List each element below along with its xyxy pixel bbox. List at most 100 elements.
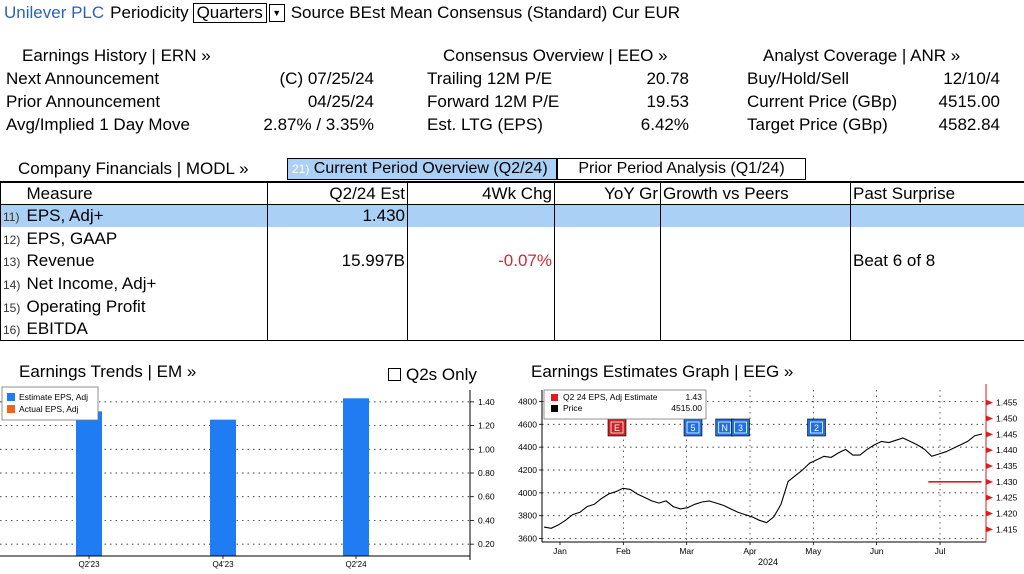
cell-yoy	[554, 204, 661, 228]
chevron-down-icon[interactable]: ▼	[268, 4, 285, 22]
row-value: 4515.00	[938, 92, 1000, 111]
company-name[interactable]: Unilever PLC	[4, 3, 105, 22]
q2s-only-checkbox[interactable]: Q2s Only	[388, 365, 477, 385]
right-tick-label: 1.440	[996, 445, 1018, 455]
tab-number: 21)	[292, 162, 310, 176]
table-row[interactable]: 16) EBITDA	[0, 318, 1024, 342]
cell-chg	[407, 204, 555, 228]
consensus-title[interactable]: Consensus Overview | EEO »	[443, 46, 668, 65]
cell-surprise: Beat 6 of 8	[850, 250, 1024, 273]
row-label: Forward 12M P/E	[427, 92, 560, 111]
cell-chg	[407, 227, 555, 251]
checkbox-icon[interactable]	[388, 368, 401, 381]
event-marker[interactable]: N	[715, 418, 734, 437]
y-tick-label: 4000	[518, 488, 537, 498]
y-tick-label: 1.00	[478, 444, 495, 454]
right-tick-marker	[986, 447, 993, 454]
event-marker[interactable]: 3	[731, 418, 750, 437]
cell-est	[267, 272, 408, 296]
cell-surprise	[850, 227, 1024, 251]
x-tick-label: Q4'23	[212, 560, 234, 569]
y-tick-label: 1.40	[478, 397, 495, 407]
right-tick-label: 1.420	[996, 509, 1018, 519]
x-tick-label: Mar	[679, 546, 694, 556]
event-box	[807, 418, 826, 437]
y-tick-label: 1.20	[478, 421, 495, 431]
x-tick-label: Q2'24	[345, 560, 367, 569]
cell-surprise	[850, 204, 1024, 228]
event-box	[731, 418, 750, 437]
row-label: Buy/Hold/Sell	[747, 69, 850, 88]
right-tick-label: 1.435	[996, 461, 1018, 471]
analyst-panel: Buy/Hold/Sell 12/10/4 Current Price (GBp…	[747, 67, 1000, 136]
row-label: Avg/Implied 1 Day Move	[6, 115, 190, 134]
cell-measure[interactable]: Operating Profit	[24, 295, 268, 319]
earnings-history-title[interactable]: Earnings History | ERN »	[22, 46, 211, 65]
cell-measure[interactable]: Net Income, Adj+	[24, 272, 268, 296]
cell-yoy	[554, 250, 661, 273]
y-tick-label: 3800	[518, 511, 537, 521]
tab-prior-period[interactable]: Prior Period Analysis (Q1/24)	[557, 158, 806, 180]
bar	[76, 411, 102, 556]
row-number: 11)	[3, 210, 20, 225]
cell-est	[267, 227, 408, 251]
right-tick-marker	[986, 399, 993, 406]
row-value: 2.87% / 3.35%	[263, 115, 374, 134]
cell-measure[interactable]: EBITDA	[24, 318, 268, 342]
list-item: Avg/Implied 1 Day Move 2.87% / 3.35%	[6, 113, 374, 136]
table-row[interactable]: 13) Revenue 15.997B -0.07% Beat 6 of 8	[0, 250, 1024, 273]
table-row[interactable]: 15) Operating Profit	[0, 295, 1024, 319]
right-tick-label: 1.450	[996, 414, 1018, 424]
cell-measure[interactable]: Revenue	[24, 250, 268, 273]
row-value: (C) 07/25/24	[279, 69, 375, 88]
analyst-title[interactable]: Analyst Coverage | ANR »	[763, 46, 961, 65]
row-label: Next Announcement	[6, 69, 160, 88]
y-tick-label: 4400	[518, 442, 537, 452]
earnings-estimates-title[interactable]: Earnings Estimates Graph | EEG »	[531, 362, 794, 381]
cell-peers	[660, 318, 851, 342]
right-tick-marker	[986, 494, 993, 501]
event-marker[interactable]: E	[607, 418, 627, 437]
column-header-measure[interactable]: Measure	[24, 181, 268, 206]
event-label: 2	[814, 423, 819, 433]
list-item: Next Announcement (C) 07/25/24	[6, 67, 374, 90]
financials-title[interactable]: Company Financials | MODL »	[18, 159, 249, 178]
column-header-peers[interactable]: Growth vs Peers	[660, 181, 851, 206]
cell-est: 1.430	[267, 204, 408, 228]
cell-peers	[660, 250, 851, 273]
year-label: 2024	[758, 557, 778, 567]
event-inner	[734, 421, 747, 434]
legend-label: Actual EPS, Adj	[19, 404, 79, 414]
event-inner	[718, 421, 732, 434]
table-row[interactable]: 11) EPS, Adj+ 1.430	[0, 204, 1024, 228]
bar	[210, 419, 236, 556]
list-item: Current Price (GBp) 4515.00	[747, 90, 1000, 113]
x-tick-label: May	[805, 546, 822, 556]
list-item: Prior Announcement 04/25/24	[6, 90, 374, 113]
y-tick-label: 0.20	[478, 539, 495, 549]
cell-measure[interactable]: EPS, Adj+	[24, 204, 268, 228]
right-tick-marker	[986, 478, 993, 485]
event-inner	[810, 421, 823, 434]
earnings-trends-title[interactable]: Earnings Trends | EM »	[19, 362, 197, 381]
cell-measure[interactable]: EPS, GAAP	[24, 227, 268, 251]
event-marker[interactable]: 5	[683, 418, 703, 437]
x-tick-label: Q2'23	[78, 560, 100, 569]
event-label: 5	[690, 423, 695, 433]
column-header-yoy[interactable]: YoY Gr	[554, 181, 661, 206]
cell-peers	[660, 204, 851, 228]
event-marker[interactable]: 2	[807, 418, 826, 437]
periodicity-select[interactable]: Quarters	[192, 3, 267, 23]
legend-swatch	[7, 393, 15, 401]
table-row[interactable]: 14) Net Income, Adj+	[0, 272, 1024, 296]
column-header-chg[interactable]: 4Wk Chg	[407, 181, 555, 206]
y-tick-label: 4600	[518, 419, 537, 429]
legend-value: 1.43	[685, 392, 702, 402]
tab-current-period[interactable]: 21) Current Period Overview (Q2/24)	[287, 158, 557, 180]
table-row[interactable]: 12) EPS, GAAP	[0, 227, 1024, 251]
column-header-surprise[interactable]: Past Surprise	[850, 181, 1024, 206]
list-item: Est. LTG (EPS) 6.42%	[427, 113, 689, 136]
earnings-trends-chart: 0.20 0.40 0.60 0.80 1.00 1.20 1.40 Q2'23 Q4'23 Q…	[0, 386, 495, 569]
column-header-est[interactable]: Q2/24 Est	[267, 181, 408, 206]
right-tick-label: 1.455	[996, 398, 1018, 408]
